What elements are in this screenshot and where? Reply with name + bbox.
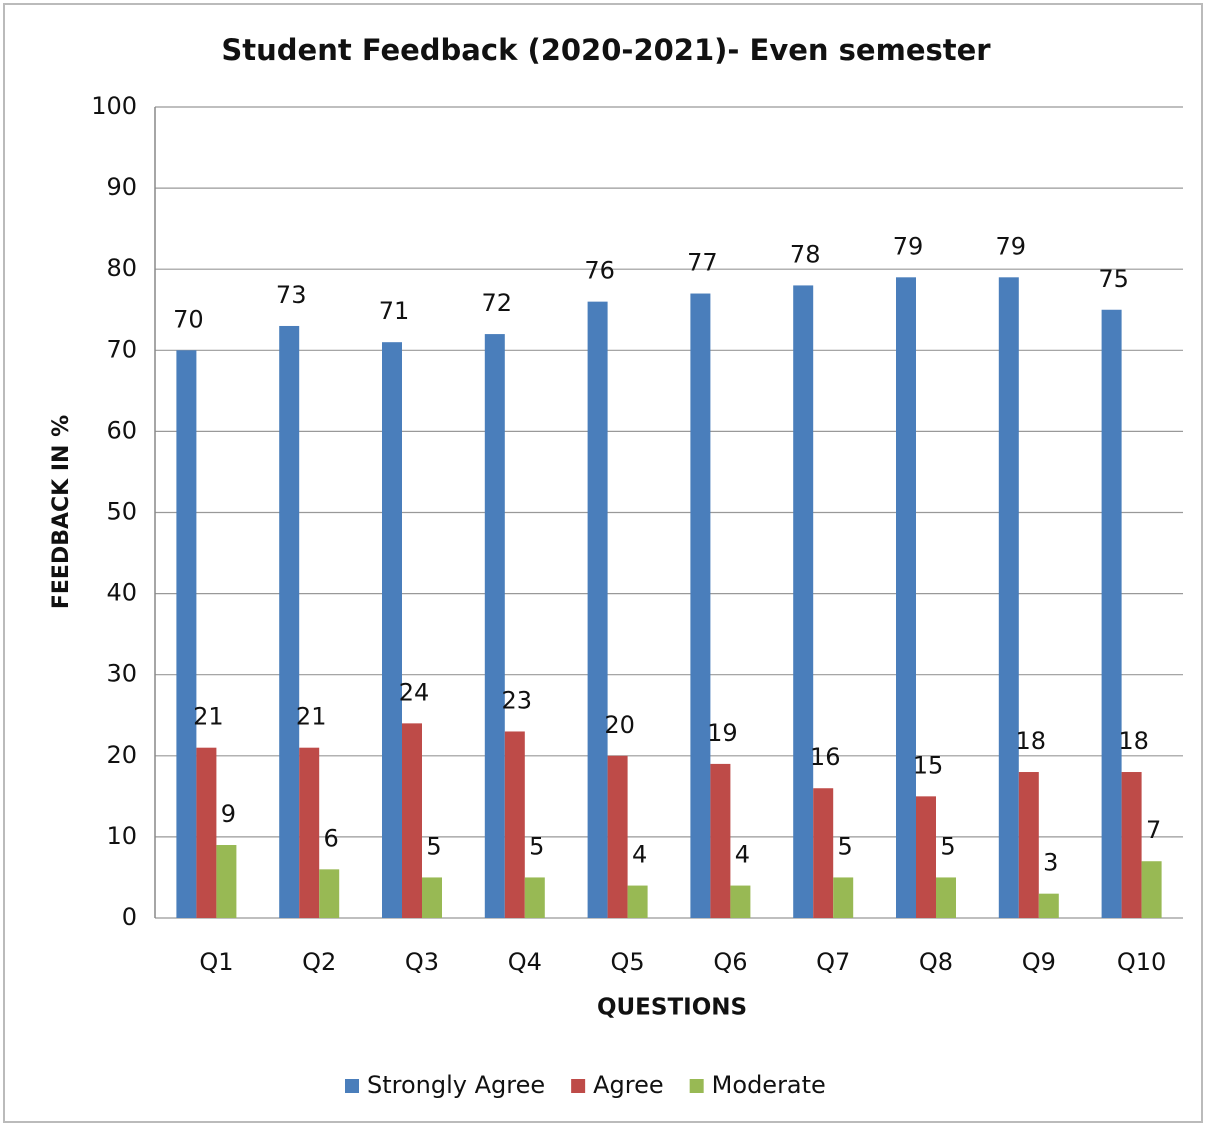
- bar: [587, 301, 608, 918]
- legend-swatch: [571, 1079, 586, 1093]
- data-label: 75: [1098, 265, 1129, 293]
- bar: [1038, 893, 1059, 918]
- x-tick-label: Q3: [405, 948, 439, 976]
- bar: [176, 350, 197, 918]
- legend-swatch: [689, 1079, 704, 1093]
- data-label: 5: [529, 832, 544, 860]
- chart-title: Student Feedback (2020-2021)- Even semes…: [221, 33, 991, 67]
- y-tick-label: 30: [106, 660, 137, 688]
- x-axis-title: QUESTIONS: [597, 995, 747, 1021]
- data-label: 71: [379, 297, 410, 325]
- x-tick-label: Q6: [713, 948, 747, 976]
- bar: [196, 747, 217, 918]
- bar: [299, 747, 320, 918]
- data-label: 73: [276, 281, 307, 309]
- bar: [1018, 772, 1039, 918]
- bar: [627, 885, 648, 918]
- y-tick-label: 60: [106, 416, 137, 444]
- bar: [793, 285, 814, 918]
- y-tick-label: 80: [106, 254, 137, 282]
- data-label: 77: [687, 249, 718, 277]
- y-tick-label: 70: [106, 335, 137, 363]
- legend-swatch: [345, 1079, 359, 1093]
- data-label: 3: [1043, 849, 1058, 877]
- data-label: 18: [1118, 727, 1149, 755]
- x-tick-label: Q2: [302, 948, 336, 976]
- bar: [936, 877, 956, 918]
- data-label: 6: [324, 824, 339, 852]
- y-axis-title: FEEDBACK IN %: [49, 415, 74, 609]
- x-tick-label: Q5: [611, 948, 645, 976]
- bar: [1121, 772, 1142, 918]
- data-label: 5: [940, 832, 955, 860]
- data-label: 18: [1016, 727, 1047, 755]
- data-label: 70: [173, 305, 204, 333]
- data-label: 5: [426, 832, 441, 860]
- data-label: 23: [502, 686, 533, 714]
- data-label: 21: [296, 703, 327, 731]
- data-label: 21: [193, 703, 224, 731]
- y-tick-label: 100: [91, 92, 137, 120]
- data-label: 79: [893, 232, 924, 260]
- legend-label: Strongly Agree: [367, 1071, 545, 1099]
- x-tick-label: Q10: [1117, 948, 1166, 976]
- legend-label: Agree: [593, 1071, 664, 1099]
- data-label: 79: [996, 232, 1027, 260]
- y-tick-label: 10: [106, 822, 137, 850]
- y-tick-label: 40: [106, 579, 137, 607]
- data-label: 78: [790, 240, 821, 268]
- bar: [833, 877, 854, 918]
- bar: [484, 334, 505, 919]
- y-tick-label: 90: [106, 173, 137, 201]
- bar: [896, 277, 916, 918]
- data-label: 16: [810, 743, 841, 771]
- y-tick-label: 0: [122, 903, 137, 931]
- bar: [916, 796, 936, 918]
- x-tick-label: Q4: [508, 948, 542, 976]
- x-tick-label: Q7: [816, 948, 850, 976]
- legend-label: Moderate: [712, 1071, 826, 1099]
- bar: [710, 763, 731, 918]
- x-tick-label: Q9: [1022, 948, 1056, 976]
- bar: [402, 723, 422, 918]
- data-label: 15: [913, 751, 944, 779]
- bar: [730, 885, 751, 918]
- x-tick-label: Q1: [199, 948, 233, 976]
- data-label: 20: [604, 711, 635, 739]
- bar: [1101, 309, 1122, 918]
- bar: [690, 293, 711, 918]
- bar: [1141, 861, 1162, 918]
- data-label: 76: [584, 257, 615, 285]
- bar: [813, 788, 834, 918]
- data-label: 4: [632, 841, 647, 869]
- data-label: 9: [221, 800, 236, 828]
- x-tick-label: Q8: [919, 948, 953, 976]
- data-label: 72: [482, 289, 513, 317]
- bar: [422, 877, 442, 918]
- bar: [998, 277, 1019, 918]
- bar: [382, 342, 402, 918]
- bar: [504, 731, 525, 918]
- data-label: 5: [838, 832, 853, 860]
- bar: [279, 325, 300, 919]
- data-label: 7: [1146, 816, 1161, 844]
- data-label: 4: [735, 841, 750, 869]
- bar: [607, 755, 628, 918]
- bar: [524, 877, 545, 918]
- data-label: 24: [399, 678, 430, 706]
- y-tick-label: 20: [106, 741, 137, 769]
- bar: [216, 845, 237, 918]
- data-label: 19: [707, 719, 738, 747]
- bar: [319, 869, 340, 918]
- y-tick-label: 50: [106, 498, 137, 526]
